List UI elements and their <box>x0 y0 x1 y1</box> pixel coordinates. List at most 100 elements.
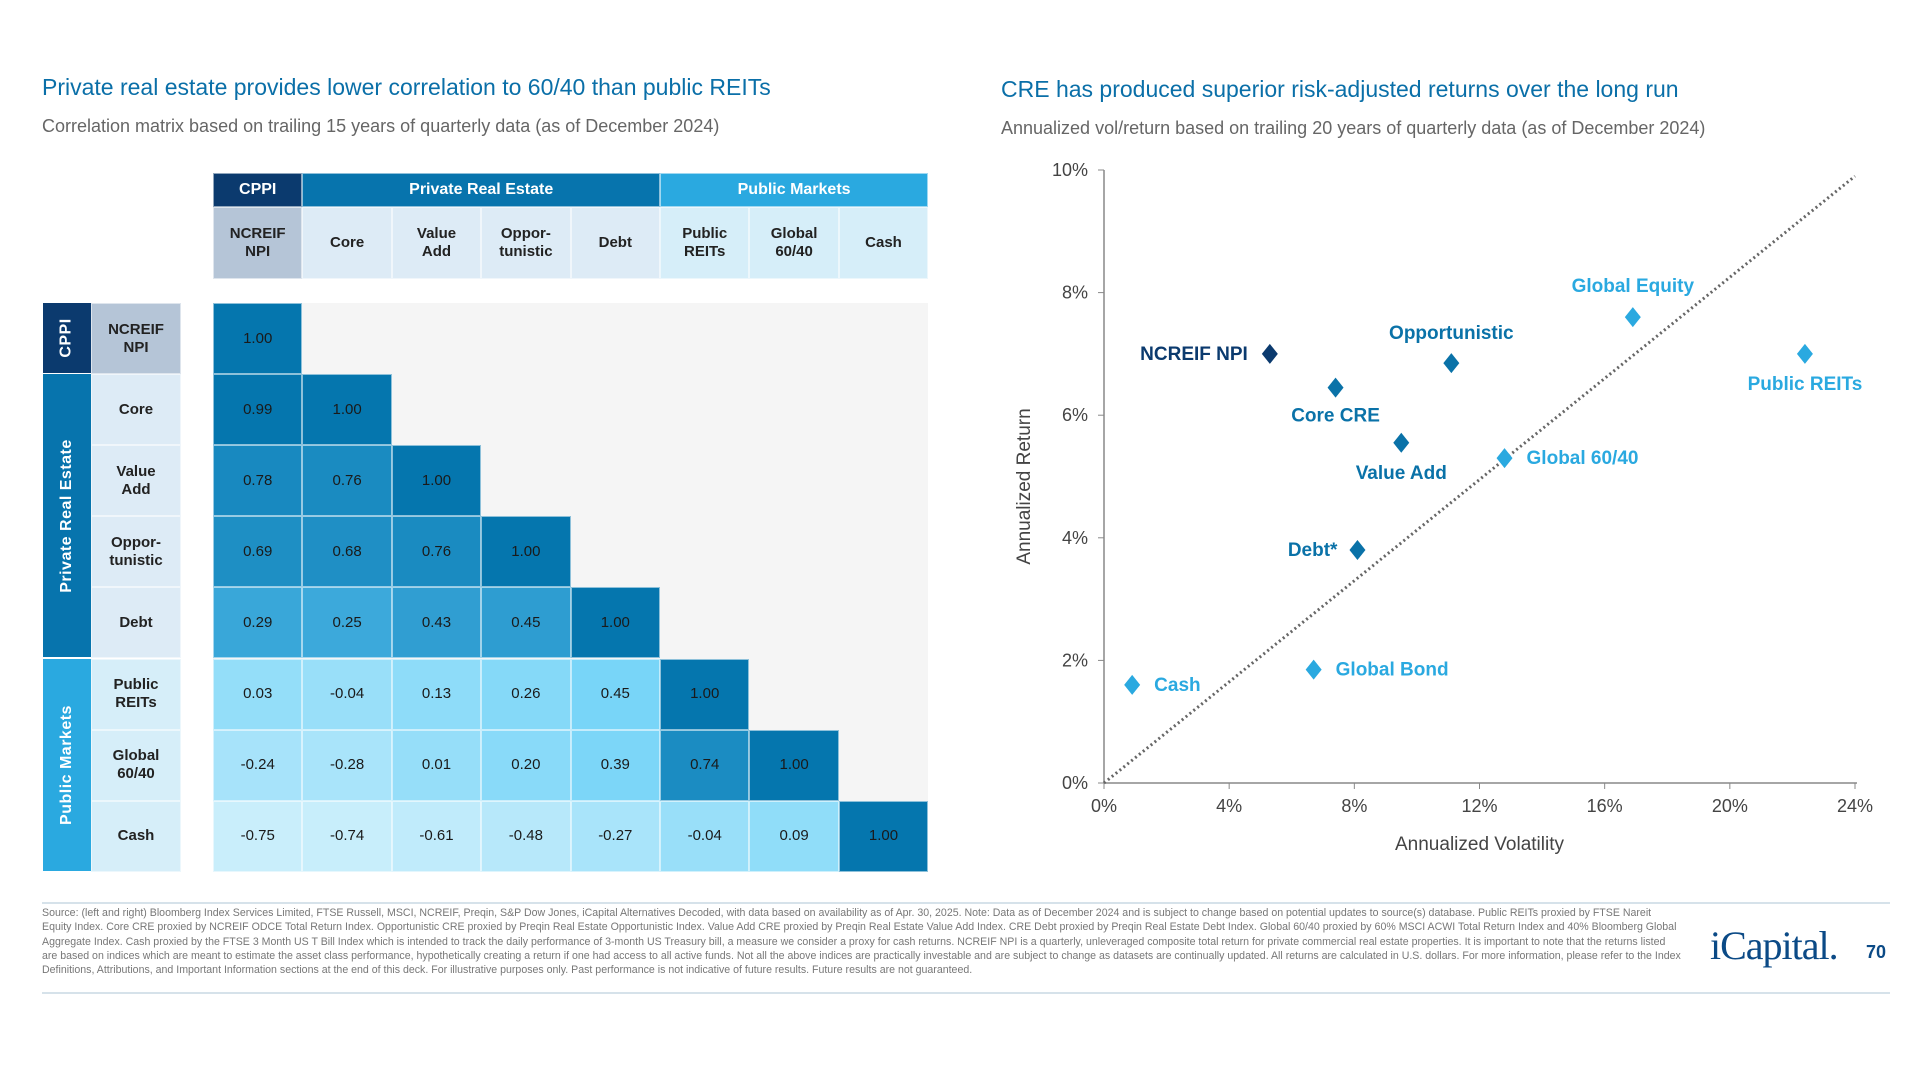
x-tick-label: 12% <box>1461 796 1497 816</box>
row-header: Core <box>91 374 181 446</box>
row-header: Value Add <box>91 445 181 517</box>
column-header: Global 60/40 <box>749 207 839 279</box>
data-point-diamond <box>1327 377 1344 398</box>
column-header: Cash <box>838 207 929 279</box>
data-point-label: Public REITs <box>1748 374 1863 395</box>
page-number: 70 <box>1866 942 1887 962</box>
correlation-cell: 1.00 <box>391 445 482 517</box>
data-point-diamond <box>1261 343 1278 364</box>
column-header: Core <box>302 207 392 279</box>
y-tick-label: 6% <box>1062 405 1088 425</box>
footer-divider-top <box>42 902 1890 904</box>
correlation-cell: 0.20 <box>481 729 571 801</box>
data-point-label: NCREIF NPI <box>1140 344 1248 365</box>
correlation-cell: -0.27 <box>570 800 660 872</box>
data-point-diamond <box>1393 432 1410 453</box>
column-group-header: CPPI <box>213 173 303 207</box>
footer-divider-bottom <box>42 992 1890 994</box>
data-point-label: Global Equity <box>1572 276 1695 297</box>
correlation-cell: -0.48 <box>481 800 571 872</box>
correlation-cell: 0.69 <box>213 516 303 588</box>
data-point-diamond <box>1443 353 1460 374</box>
row-group-label-text: Private Real Estate <box>58 438 76 593</box>
correlation-cell: 0.26 <box>481 658 571 730</box>
data-point-label: Debt* <box>1288 540 1338 561</box>
correlation-cell: -0.61 <box>391 800 482 872</box>
x-tick-label: 16% <box>1587 796 1623 816</box>
data-point-diamond <box>1796 343 1813 364</box>
correlation-cell: 1.00 <box>302 374 392 446</box>
correlation-cell: 0.01 <box>391 729 482 801</box>
right-title: CRE has produced superior risk-adjusted … <box>1001 76 1679 102</box>
correlation-cell: 0.03 <box>213 658 303 730</box>
correlation-cell: 0.43 <box>391 587 482 659</box>
reference-line <box>1103 174 1856 785</box>
icapital-logo: iCapital. <box>1710 923 1839 968</box>
correlation-cell: 1.00 <box>749 729 839 801</box>
correlation-cell: 0.99 <box>213 374 303 446</box>
correlation-cell: 1.00 <box>570 587 660 659</box>
data-point-diamond <box>1624 307 1641 328</box>
correlation-cell: 1.00 <box>838 800 929 872</box>
correlation-cell: -0.75 <box>213 800 303 872</box>
y-tick-label: 4% <box>1062 528 1088 548</box>
row-header: Global 60/40 <box>91 729 181 801</box>
correlation-cell: -0.28 <box>302 729 392 801</box>
correlation-cell: -0.04 <box>660 800 750 872</box>
data-point-label: Cash <box>1154 675 1200 696</box>
row-header: Debt <box>91 587 181 659</box>
correlation-cell: -0.24 <box>213 729 303 801</box>
y-tick-label: 8% <box>1062 283 1088 303</box>
correlation-cell: 0.76 <box>391 516 482 588</box>
row-header: Public REITs <box>91 658 181 730</box>
column-header: Debt <box>570 207 660 279</box>
y-tick-label: 0% <box>1062 773 1088 793</box>
correlation-cell: 1.00 <box>660 658 750 730</box>
correlation-cell: 0.68 <box>302 516 392 588</box>
x-tick-label: 4% <box>1216 796 1242 816</box>
correlation-cell: 0.74 <box>660 729 750 801</box>
correlation-cell: -0.74 <box>302 800 392 872</box>
row-header: Oppor- tunistic <box>91 516 181 588</box>
row-header: Cash <box>91 800 181 872</box>
row-header: NCREIF NPI <box>91 303 181 375</box>
data-point-label: Opportunistic <box>1389 323 1514 344</box>
column-header: Public REITs <box>660 207 750 279</box>
column-header: Oppor- tunistic <box>481 207 571 279</box>
correlation-cell: 0.78 <box>213 445 303 517</box>
data-point-label: Core CRE <box>1291 406 1380 427</box>
correlation-cell: 0.13 <box>391 658 482 730</box>
correlation-cell: 0.25 <box>302 587 392 659</box>
row-group-label-text: Public Markets <box>58 704 75 825</box>
y-axis-title: Annualized Return <box>1014 408 1035 564</box>
correlation-cell: 0.39 <box>570 729 660 801</box>
y-tick-label: 2% <box>1062 650 1088 670</box>
data-point-diamond <box>1349 540 1366 561</box>
right-subtitle: Annualized vol/return based on trailing … <box>1001 118 1706 138</box>
data-point-diamond <box>1124 674 1141 695</box>
row-group-label-text: CPPI <box>58 318 75 358</box>
data-point-label: Global 60/40 <box>1527 448 1639 469</box>
y-tick-label: 10% <box>1052 160 1088 180</box>
correlation-cell: 1.00 <box>213 303 303 375</box>
correlation-cell: 0.76 <box>302 445 392 517</box>
x-tick-label: 24% <box>1837 796 1873 816</box>
column-header: Value Add <box>391 207 482 279</box>
data-point-label: Value Add <box>1356 463 1447 484</box>
x-tick-label: 0% <box>1091 796 1117 816</box>
correlation-cell: 1.00 <box>481 516 571 588</box>
column-group-header: Public Markets <box>660 173 929 207</box>
row-group-label: Private Real Estate <box>43 374 91 659</box>
column-group-header: Private Real Estate <box>302 173 660 207</box>
data-point-diamond <box>1496 448 1513 469</box>
correlation-cell: 0.45 <box>570 658 660 730</box>
correlation-cell: 0.29 <box>213 587 303 659</box>
left-title: Private real estate provides lower corre… <box>42 74 771 100</box>
correlation-cell: 0.45 <box>481 587 571 659</box>
x-axis-title: Annualized Volatility <box>1395 834 1564 855</box>
column-header: NCREIF NPI <box>213 207 303 279</box>
footer-source-text: Source: (left and right) Bloomberg Index… <box>42 907 1681 977</box>
correlation-cell: 0.09 <box>749 800 839 872</box>
row-group-label: CPPI <box>43 303 91 375</box>
left-subtitle: Correlation matrix based on trailing 15 … <box>42 116 720 136</box>
